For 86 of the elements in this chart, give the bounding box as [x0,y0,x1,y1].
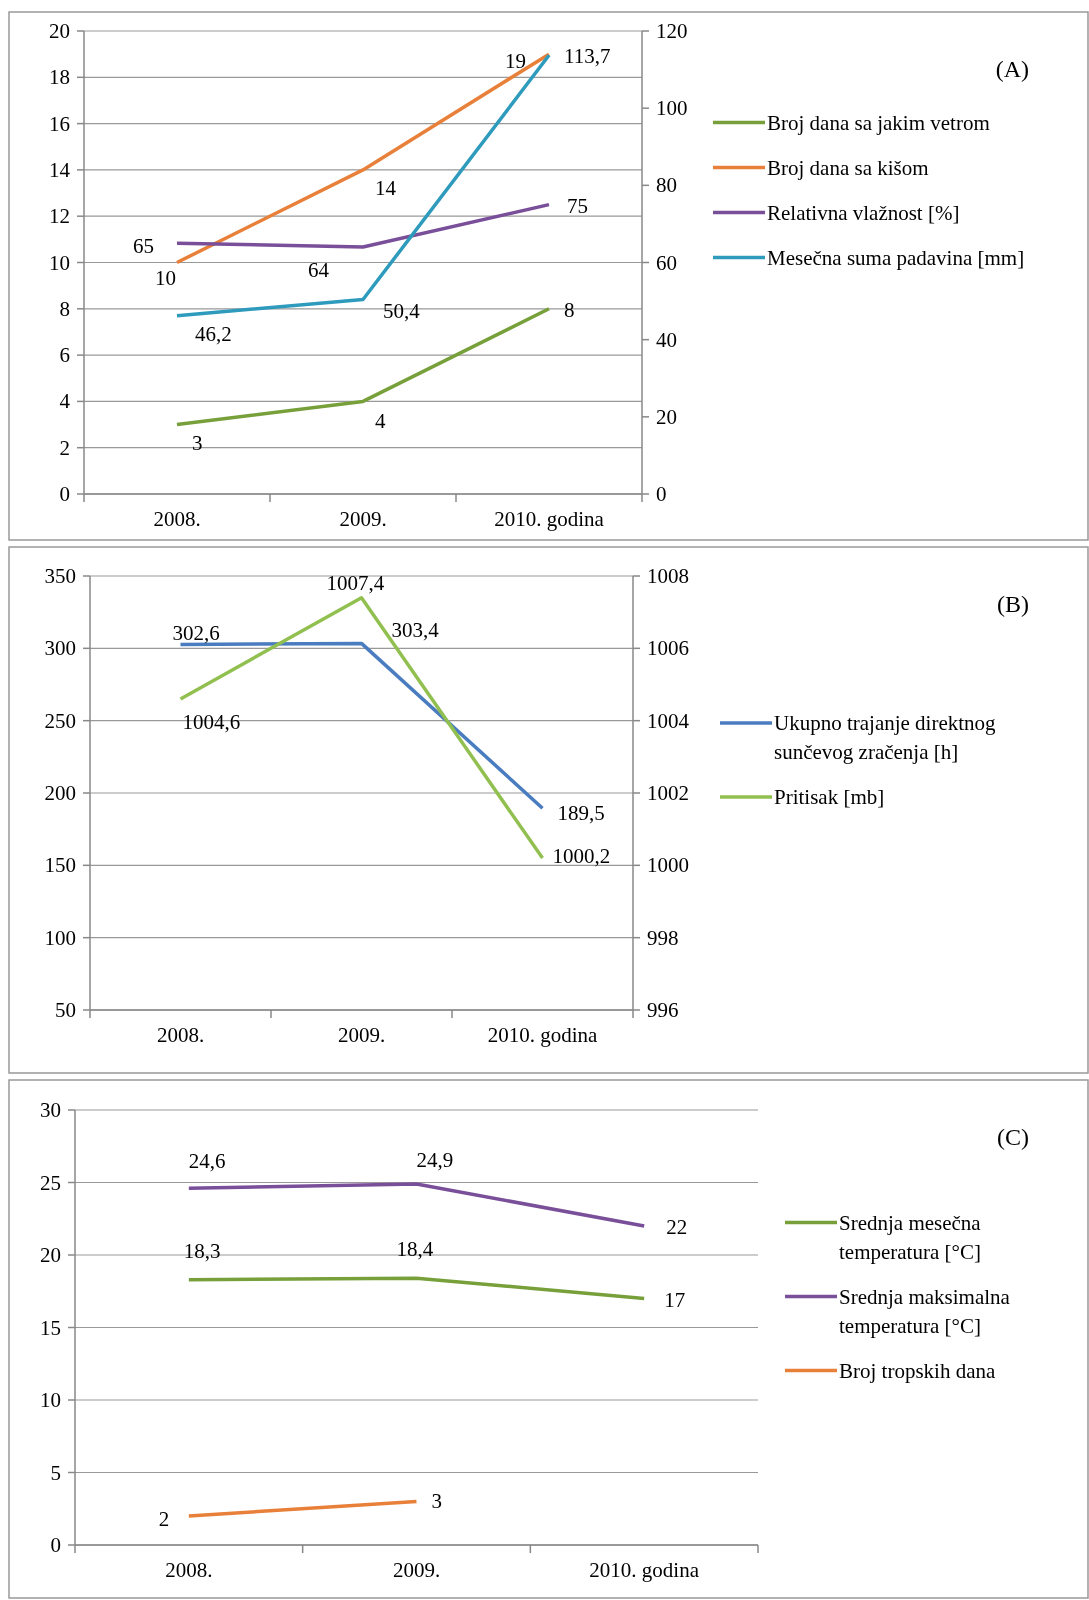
legend-label: Mesečna suma padavina [mm] [767,245,1025,270]
y-tick-label: 20 [49,19,70,43]
data-label: 50,4 [383,298,421,323]
data-label: 18,4 [396,1237,434,1262]
y-tick-label: 10 [40,1388,61,1412]
y2-tick-label: 100 [656,96,688,121]
y-tick-label: 200 [44,781,76,805]
data-label: 65 [133,234,154,259]
y2-tick-label: 1002 [647,781,689,805]
data-label: 189,5 [557,801,605,826]
y2-tick-label: 996 [647,998,679,1022]
x-tick-label: 2010. godina [589,1558,700,1582]
text: (C) [997,1124,1029,1150]
data-label: 303,4 [391,618,440,643]
data-label: 3 [192,430,203,455]
y2-tick-label: 120 [656,19,688,43]
data-label: 14 [375,175,397,200]
text: (A) [995,56,1029,82]
y-tick-label: 30 [40,1098,61,1122]
x-tick-label: 2008. [156,1023,205,1047]
legend-label: Relativna vlažnost [%] [767,200,960,225]
y-tick-label: 100 [44,925,76,950]
legend-label: Srednja mesečna temperatura [°C] [839,1210,982,1264]
y-tick-label: 18 [49,65,70,90]
data-label: 64 [308,258,330,283]
y-tick-label: 250 [44,708,76,733]
y-tick-label: 20 [40,1243,61,1267]
x-tick-label: 2008. [153,507,201,531]
y-tick-label: 10 [49,250,70,275]
x-tick-label: 2009. [392,1558,441,1582]
y2-tick-label: 40 [656,327,677,352]
data-label: 10 [155,265,176,290]
x-tick-label: 2008. [165,1558,213,1582]
data-label: 46,2 [195,321,232,346]
data-label: 18,3 [183,1238,221,1263]
y2-tick-label: 1000 [647,853,689,878]
data-label: 113,7 [564,44,611,69]
legend-label: Broj dana sa kišom [767,155,929,180]
legend-label: Broj dana sa jakim vetrom [767,110,990,135]
y2-tick-label: 20 [656,404,677,429]
y2-tick-label: 1008 [647,564,689,588]
y-tick-label: 16 [49,111,70,136]
x-tick-label: 2009. [337,1023,386,1047]
y-tick-label: 50 [55,998,76,1022]
y-tick-label: 2 [59,435,70,460]
y2-tick-label: 1006 [647,636,689,661]
data-label: 3 [431,1488,442,1513]
y2-tick-label: 80 [656,173,677,198]
x-tick-label: 2010. godina [487,1023,599,1047]
data-label: 1004,6 [182,709,241,734]
data-label: 8 [564,297,575,322]
y2-tick-label: 0 [656,482,667,506]
legend-label: Pritisak [mb] [774,785,885,809]
y-tick-label: 14 [49,157,71,182]
y-tick-label: 6 [59,343,70,368]
x-tick-label: 2009. [339,507,387,531]
y-tick-label: 12 [49,204,70,229]
legend-label: Srednja maksimalna temperatura [°C] [839,1284,1011,1338]
text: (B) [997,591,1029,617]
y-tick-label: 150 [44,853,76,878]
data-label: 75 [567,193,588,218]
data-label: 1000,2 [552,844,611,869]
y-tick-label: 5 [50,1460,61,1485]
y-tick-label: 8 [59,296,70,321]
y-tick-label: 350 [44,564,76,588]
y-tick-label: 25 [40,1170,61,1195]
data-label: 22 [666,1215,688,1239]
data-label: 1007,4 [326,570,385,595]
y-tick-label: 0 [59,482,70,506]
y-tick-label: 300 [44,636,76,661]
data-label: 2 [158,1507,170,1531]
y2-tick-label: 998 [647,925,679,950]
data-label: 24,9 [416,1147,454,1172]
legend-label: Ukupno trajanje direktnog sunčevog zračenja [h] [774,711,997,764]
data-label: 302,6 [172,620,220,645]
data-label: 19 [505,49,526,74]
y2-tick-label: 1004 [647,708,690,733]
data-label: 17 [664,1287,686,1312]
y-tick-label: 15 [40,1315,61,1340]
y2-tick-label: 60 [656,250,677,275]
data-label: 24,6 [188,1149,226,1174]
y-tick-label: 4 [59,389,71,414]
legend-label: Broj tropskih dana [839,1358,996,1383]
y-tick-label: 0 [50,1533,61,1557]
x-tick-label: 2010. godina [494,507,605,531]
data-label: 4 [375,409,386,434]
